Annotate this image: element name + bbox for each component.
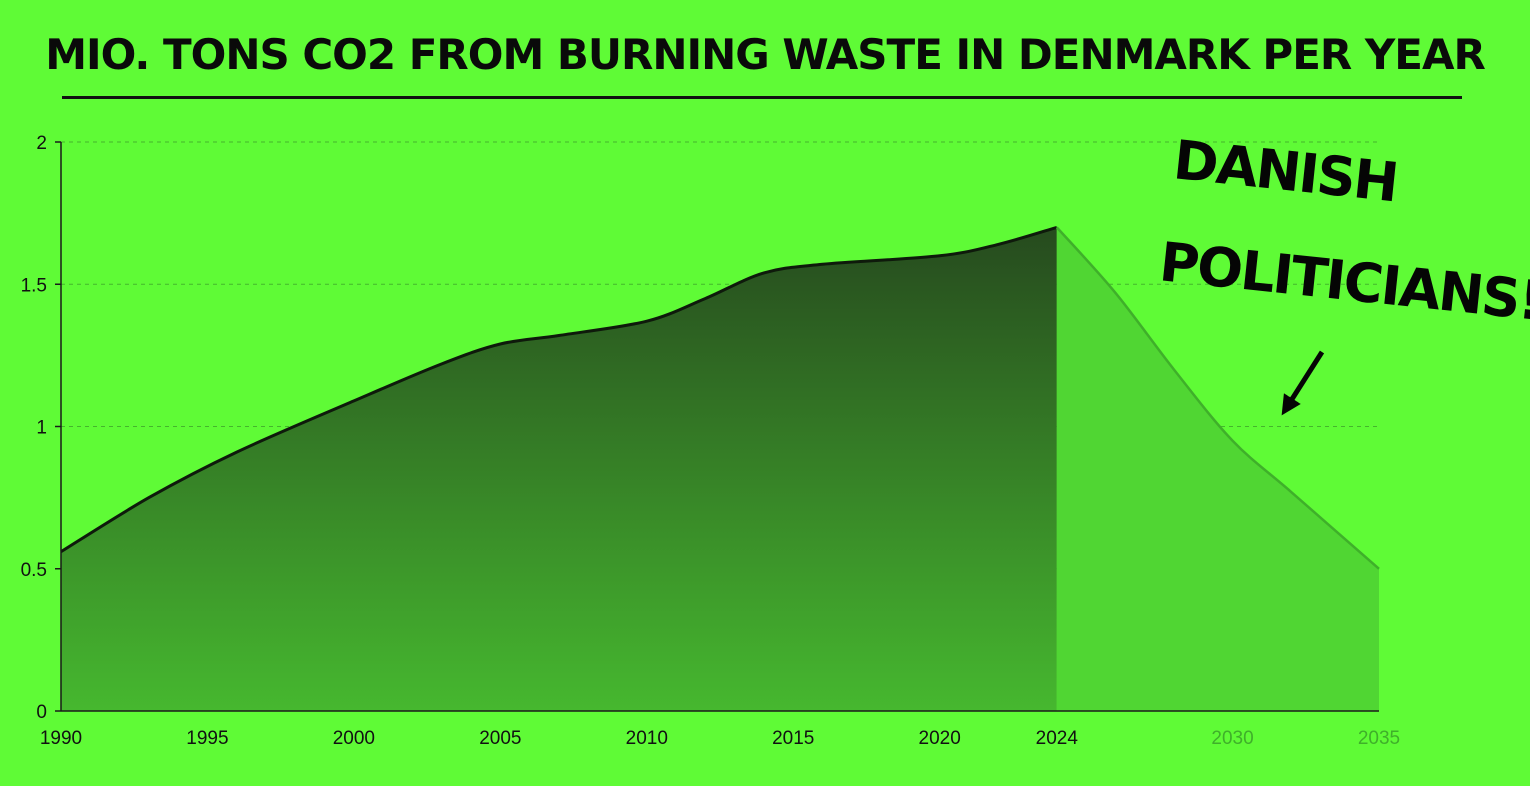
y-tick-label: 2 (36, 133, 47, 154)
historical-line (60, 225, 1058, 553)
x-tick-label: 2010 (626, 728, 668, 749)
arrow-down-icon (1281, 350, 1325, 416)
x-tick-label: 2005 (479, 728, 521, 749)
y-tick-label: 1 (36, 418, 47, 439)
x-tick-label: 1995 (186, 728, 228, 749)
x-tick-label: 2015 (772, 728, 814, 749)
projection-area (1056, 227, 1379, 711)
chart-title: MIO. TONS CO2 FROM BURNING WASTE IN DENM… (45, 30, 1486, 79)
series-areas (60, 225, 1380, 711)
x-tick-label: 2000 (333, 728, 375, 749)
title-underline (62, 96, 1462, 99)
y-tick-label: 0.5 (21, 560, 47, 581)
y-tick-label: 0 (36, 702, 47, 723)
historical-area (61, 227, 1057, 711)
politicians-annotation: DANISH POLITICIANS! (1157, 128, 1530, 416)
y-tick-label: 1.5 (21, 275, 47, 296)
projection-line (1055, 226, 1380, 570)
x-tick-label: 2024 (1036, 728, 1079, 749)
annotation-line-1: DANISH (1171, 128, 1400, 214)
annotation-line-2: POLITICIANS! (1157, 230, 1530, 333)
x-tick-label: 1990 (40, 728, 82, 749)
x-axis-ticks: 1990 1995 2000 2005 2010 2015 2020 2024 2030 2035 (40, 728, 1400, 749)
y-axis-ticks: 0 0.5 1 1.5 2 (21, 133, 61, 723)
x-tick-label: 2030 (1211, 728, 1253, 749)
x-tick-label: 2020 (919, 728, 961, 749)
x-tick-label: 2035 (1358, 728, 1400, 749)
